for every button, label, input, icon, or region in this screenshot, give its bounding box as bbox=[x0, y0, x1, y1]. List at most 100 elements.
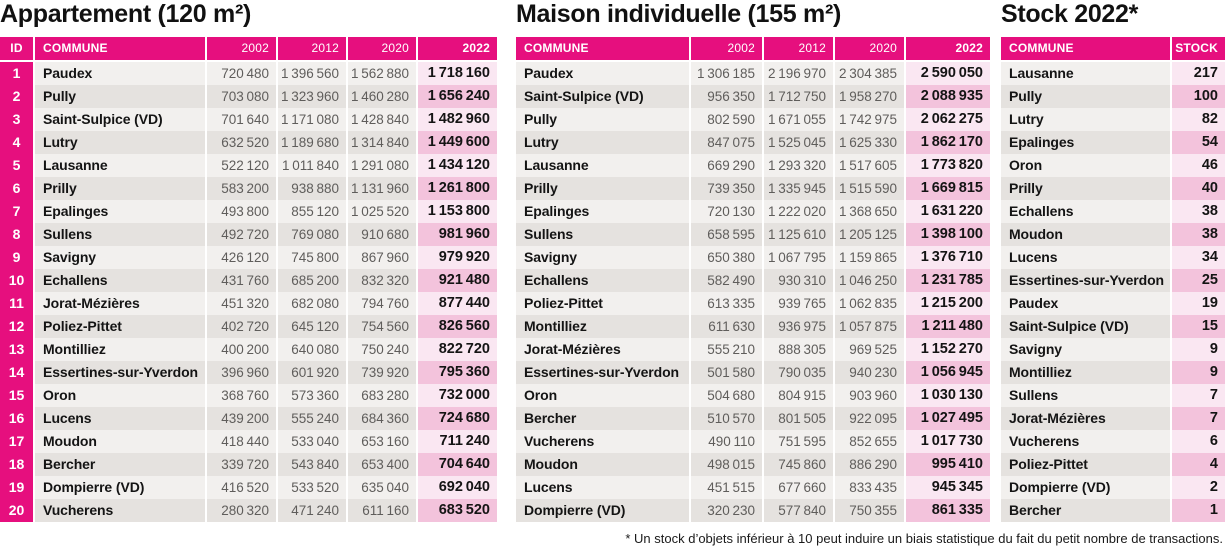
appartement-cell-val: 280 320 bbox=[207, 499, 276, 522]
appartement-cell-commune: Essertines-sur-Yverdon bbox=[35, 361, 205, 384]
appartement-table: Appartement (120 m²) ID COMMUNE 2002 2012 20… bbox=[0, 0, 497, 522]
maison-title: Maison individuelle (155 m²) bbox=[516, 0, 841, 28]
maison-cell-val: 2 304 385 bbox=[835, 62, 904, 85]
appartement-cell-val: 745 800 bbox=[278, 246, 346, 269]
appartement-cell-commune: Prilly bbox=[35, 177, 205, 200]
appartement-cell-val: 754 560 bbox=[348, 315, 416, 338]
appartement-column-header-id: ID bbox=[0, 37, 33, 60]
maison-cell-val: 1 742 975 bbox=[835, 108, 904, 131]
appartement-cell-final: 981 960 bbox=[418, 223, 497, 246]
maison-cell-val: 1 067 795 bbox=[764, 246, 833, 269]
maison-cell-val: 2 196 970 bbox=[764, 62, 833, 85]
stock-cell-commune: Lucens bbox=[1001, 246, 1170, 269]
stock-column-header-final: STOCK bbox=[1172, 37, 1225, 60]
maison-column-header-commune: COMMUNE bbox=[516, 37, 689, 60]
maison-cell-val: 940 230 bbox=[835, 361, 904, 384]
appartement-cell-commune: Vucherens bbox=[35, 499, 205, 522]
appartement-title: Appartement (120 m²) bbox=[0, 0, 251, 28]
appartement-cell-commune: Dompierre (VD) bbox=[35, 476, 205, 499]
maison-cell-final: 1 027 495 bbox=[906, 407, 990, 430]
maison-cell-final: 1 862 170 bbox=[906, 131, 990, 154]
maison-cell-val: 451 515 bbox=[691, 476, 762, 499]
maison-cell-final: 1 056 945 bbox=[906, 361, 990, 384]
appartement-cell-final: 822 720 bbox=[418, 338, 497, 361]
maison-cell-commune: Lausanne bbox=[516, 154, 689, 177]
appartement-cell-val: 910 680 bbox=[348, 223, 416, 246]
maison-cell-val: 650 380 bbox=[691, 246, 762, 269]
appartement-cell-val: 493 800 bbox=[207, 200, 276, 223]
appartement-cell-val: 635 040 bbox=[348, 476, 416, 499]
appartement-cell-commune: Saint-Sulpice (VD) bbox=[35, 108, 205, 131]
appartement-cell-final: 1 449 600 bbox=[418, 131, 497, 154]
appartement-cell-val: 522 120 bbox=[207, 154, 276, 177]
appartement-cell-val: 720 480 bbox=[207, 62, 276, 85]
stock-cell-final: 100 bbox=[1172, 85, 1225, 108]
appartement-cell-final: 1 718 160 bbox=[418, 62, 497, 85]
maison-cell-val: 1 515 590 bbox=[835, 177, 904, 200]
maison-cell-final: 1 017 730 bbox=[906, 430, 990, 453]
appartement-cell-val: 1 562 880 bbox=[348, 62, 416, 85]
maison-cell-val: 745 860 bbox=[764, 453, 833, 476]
appartement-cell-commune: Echallens bbox=[35, 269, 205, 292]
stock-cell-final: 82 bbox=[1172, 108, 1225, 131]
stock-cell-final: 9 bbox=[1172, 361, 1225, 384]
appartement-cell-commune: Montilliez bbox=[35, 338, 205, 361]
maison-cell-val: 1 062 835 bbox=[835, 292, 904, 315]
appartement-cell-val: 601 920 bbox=[278, 361, 346, 384]
appartement-cell-final: 979 920 bbox=[418, 246, 497, 269]
stock-title: Stock 2022* bbox=[1001, 0, 1139, 28]
appartement-cell-val: 339 720 bbox=[207, 453, 276, 476]
maison-cell-val: 804 915 bbox=[764, 384, 833, 407]
maison-cell-val: 802 590 bbox=[691, 108, 762, 131]
maison-cell-commune: Sullens bbox=[516, 223, 689, 246]
maison-cell-val: 1 205 125 bbox=[835, 223, 904, 246]
appartement-cell-id: 10 bbox=[0, 269, 33, 292]
appartement-cell-id: 4 bbox=[0, 131, 33, 154]
stock-header-row: COMMUNE STOCK bbox=[1001, 37, 1225, 60]
appartement-cell-id: 8 bbox=[0, 223, 33, 246]
appartement-cell-val: 1 428 840 bbox=[348, 108, 416, 131]
appartement-cell-val: 471 240 bbox=[278, 499, 346, 522]
appartement-cell-id: 17 bbox=[0, 430, 33, 453]
maison-cell-val: 939 765 bbox=[764, 292, 833, 315]
appartement-cell-val: 439 200 bbox=[207, 407, 276, 430]
stock-cell-commune: Lutry bbox=[1001, 108, 1170, 131]
maison-cell-val: 1 335 945 bbox=[764, 177, 833, 200]
appartement-cell-val: 416 520 bbox=[207, 476, 276, 499]
maison-cell-val: 1 222 020 bbox=[764, 200, 833, 223]
appartement-cell-final: 692 040 bbox=[418, 476, 497, 499]
appartement-cell-commune: Sullens bbox=[35, 223, 205, 246]
maison-column-header-val: 2012 bbox=[764, 37, 833, 60]
stock-column-header-commune: COMMUNE bbox=[1001, 37, 1170, 60]
appartement-cell-val: 739 920 bbox=[348, 361, 416, 384]
appartement-cell-id: 1 bbox=[0, 62, 33, 85]
maison-cell-val: 1 368 650 bbox=[835, 200, 904, 223]
maison-cell-val: 956 350 bbox=[691, 85, 762, 108]
appartement-cell-commune: Poliez-Pittet bbox=[35, 315, 205, 338]
maison-cell-commune: Epalinges bbox=[516, 200, 689, 223]
appartement-column-header-val: 2002 bbox=[207, 37, 276, 60]
maison-cell-val: 1 671 055 bbox=[764, 108, 833, 131]
appartement-cell-final: 877 440 bbox=[418, 292, 497, 315]
appartement-cell-val: 855 120 bbox=[278, 200, 346, 223]
stock-cell-final: 38 bbox=[1172, 200, 1225, 223]
maison-cell-val: 750 355 bbox=[835, 499, 904, 522]
appartement-cell-val: 533 040 bbox=[278, 430, 346, 453]
stock-cell-final: 40 bbox=[1172, 177, 1225, 200]
stock-cell-final: 7 bbox=[1172, 407, 1225, 430]
maison-cell-val: 1 306 185 bbox=[691, 62, 762, 85]
appartement-cell-val: 396 960 bbox=[207, 361, 276, 384]
maison-cell-val: 852 655 bbox=[835, 430, 904, 453]
stock-cell-final: 25 bbox=[1172, 269, 1225, 292]
appartement-cell-final: 1 261 800 bbox=[418, 177, 497, 200]
footnote: * Un stock d’objets inférieur à 10 peut … bbox=[625, 531, 1223, 546]
appartement-cell-val: 653 160 bbox=[348, 430, 416, 453]
stock-cell-commune: Montilliez bbox=[1001, 361, 1170, 384]
maison-cell-commune: Moudon bbox=[516, 453, 689, 476]
appartement-cell-val: 426 120 bbox=[207, 246, 276, 269]
appartement-cell-val: 701 640 bbox=[207, 108, 276, 131]
appartement-cell-commune: Pully bbox=[35, 85, 205, 108]
stock-cell-commune: Jorat-Mézières bbox=[1001, 407, 1170, 430]
maison-cell-val: 888 305 bbox=[764, 338, 833, 361]
maison-cell-commune: Dompierre (VD) bbox=[516, 499, 689, 522]
